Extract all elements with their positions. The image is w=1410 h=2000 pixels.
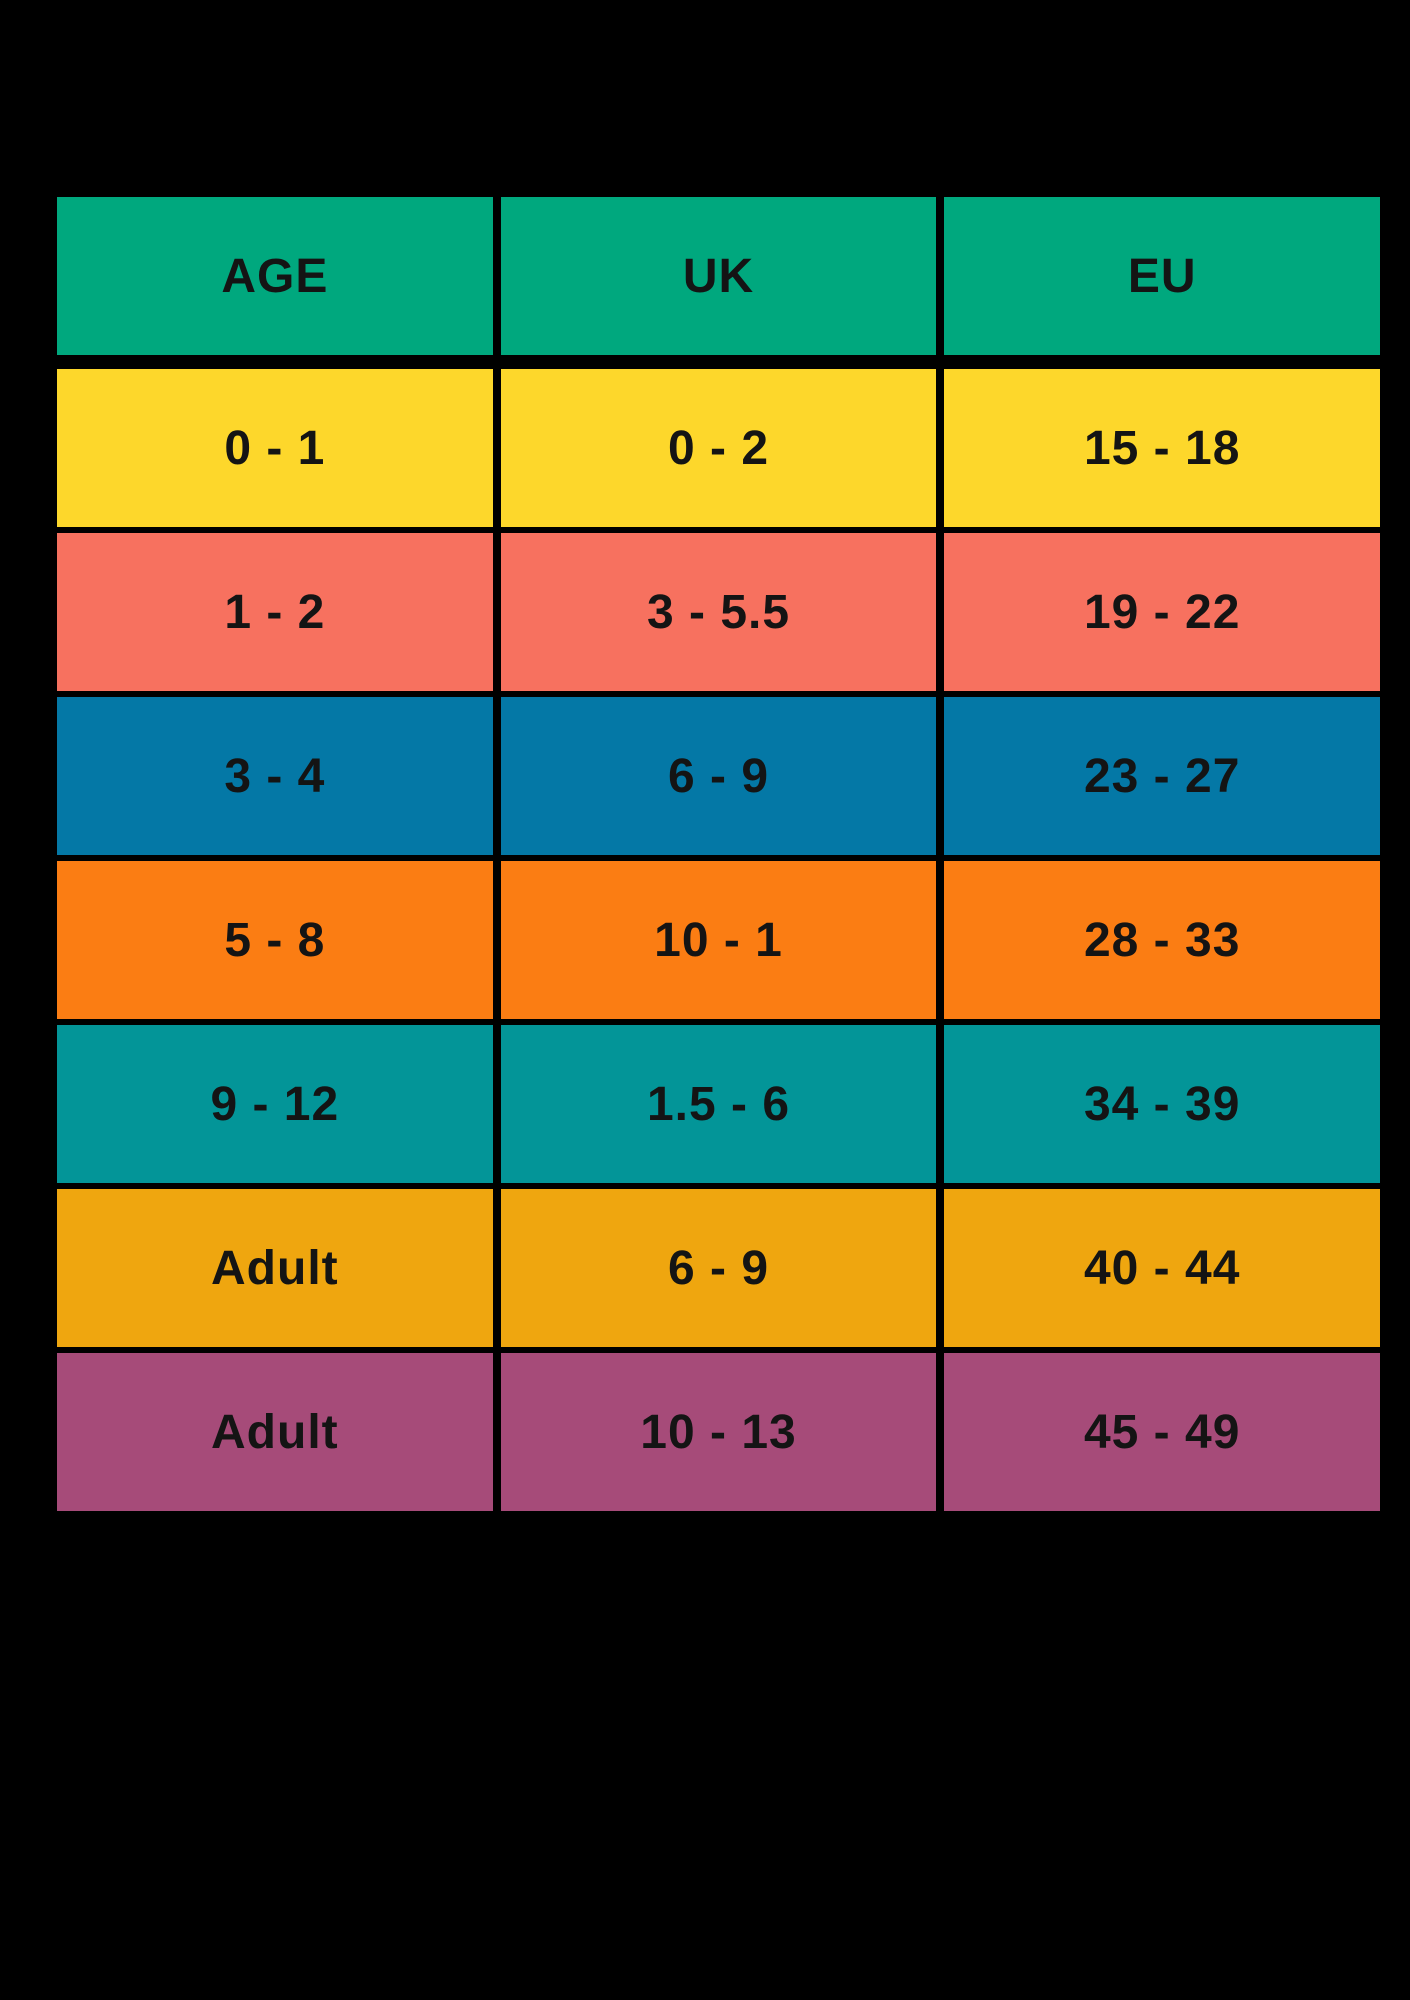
table-row: 3 - 4 6 - 9 23 - 27 — [57, 697, 1381, 855]
cell-eu: 15 - 18 — [944, 369, 1381, 527]
cell-age: 0 - 1 — [57, 369, 493, 527]
table-row: 0 - 1 0 - 2 15 - 18 — [57, 369, 1381, 527]
cell-age: 3 - 4 — [57, 697, 493, 855]
header-cell-uk: UK — [500, 197, 937, 355]
header-cell-age: AGE — [57, 197, 493, 355]
shoe-size-table: AGE UK EU 0 - 1 0 - 2 15 - 18 1 - 2 3 - … — [57, 197, 1381, 1511]
cell-age: Adult — [57, 1189, 493, 1347]
cell-eu: 23 - 27 — [944, 697, 1381, 855]
cell-eu: 28 - 33 — [944, 861, 1381, 1019]
table-row: 1 - 2 3 - 5.5 19 - 22 — [57, 533, 1381, 691]
table-row: 5 - 8 10 - 1 28 - 33 — [57, 861, 1381, 1019]
cell-eu: 40 - 44 — [944, 1189, 1381, 1347]
cell-eu: 45 - 49 — [944, 1353, 1381, 1511]
cell-uk: 1.5 - 6 — [500, 1025, 937, 1183]
cell-age: 9 - 12 — [57, 1025, 493, 1183]
cell-eu: 34 - 39 — [944, 1025, 1381, 1183]
table-row: Adult 10 - 13 45 - 49 — [57, 1353, 1381, 1511]
cell-age: 5 - 8 — [57, 861, 493, 1019]
cell-uk: 3 - 5.5 — [500, 533, 937, 691]
cell-uk: 10 - 13 — [500, 1353, 937, 1511]
cell-uk: 10 - 1 — [500, 861, 937, 1019]
cell-uk: 6 - 9 — [500, 1189, 937, 1347]
cell-eu: 19 - 22 — [944, 533, 1381, 691]
table-row: 9 - 12 1.5 - 6 34 - 39 — [57, 1025, 1381, 1183]
cell-uk: 6 - 9 — [500, 697, 937, 855]
table-header-row: AGE UK EU — [57, 197, 1381, 355]
table-row: Adult 6 - 9 40 - 44 — [57, 1189, 1381, 1347]
cell-uk: 0 - 2 — [500, 369, 937, 527]
cell-age: Adult — [57, 1353, 493, 1511]
header-cell-eu: EU — [944, 197, 1381, 355]
cell-age: 1 - 2 — [57, 533, 493, 691]
